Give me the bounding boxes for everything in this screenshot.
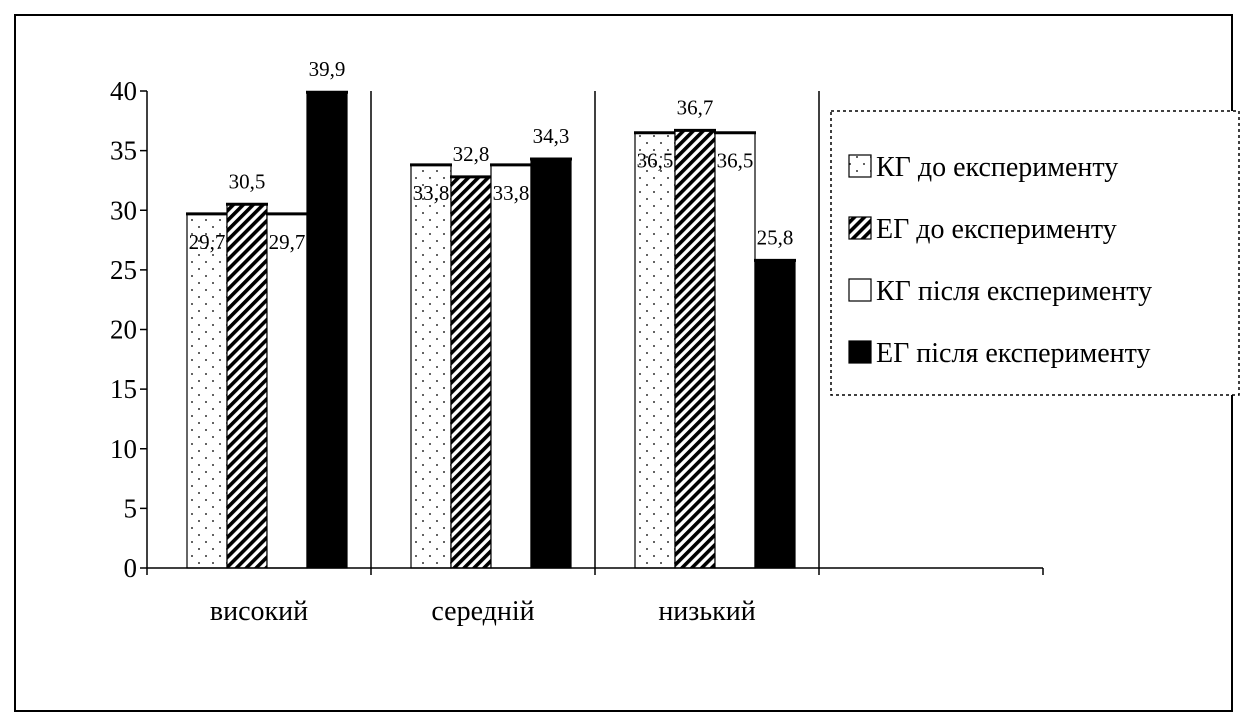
y-tick-label: 25 — [110, 255, 137, 285]
legend-box — [830, 110, 1240, 396]
data-label-1-1: 29,7 — [189, 230, 226, 254]
data-label-4-1: 39,9 — [309, 57, 346, 81]
bar-3-2 — [490, 164, 532, 569]
bar-4-3 — [754, 259, 796, 569]
y-tick-label: 20 — [110, 315, 137, 345]
legend-label-3: КГ після експерименту — [876, 276, 1152, 307]
bar-1-2 — [410, 164, 452, 569]
bar-1-1 — [186, 213, 228, 569]
bar-1-3 — [634, 132, 676, 569]
bar-2-1 — [226, 203, 268, 569]
legend-label-2: ЕГ до експерименту — [876, 214, 1117, 245]
data-label-4-2: 34,3 — [533, 124, 570, 148]
legend-swatch-4 — [848, 340, 872, 364]
legend-swatch-3 — [848, 278, 872, 302]
x-tick-label: низький — [658, 596, 755, 627]
y-tick-label: 35 — [110, 136, 137, 166]
y-tick-label: 10 — [110, 434, 137, 464]
data-label-3-1: 29,7 — [269, 230, 306, 254]
data-label-1-2: 33,8 — [413, 181, 450, 205]
y-tick-label: 15 — [110, 374, 137, 404]
bar-2-2 — [450, 176, 492, 569]
data-label-4-3: 25,8 — [757, 225, 794, 249]
data-label-1-3: 36,5 — [637, 149, 674, 173]
y-tick-label: 0 — [124, 553, 138, 583]
data-label-2-1: 30,5 — [229, 169, 266, 193]
y-tick-label: 5 — [124, 493, 138, 523]
x-tick-label: середній — [431, 596, 534, 627]
data-label-2-3: 36,7 — [677, 95, 714, 119]
bar-3-1 — [266, 213, 308, 569]
bar-3-3 — [714, 132, 756, 569]
y-tick-label: 40 — [110, 76, 137, 106]
x-tick-label: високий — [210, 596, 308, 627]
data-label-3-2: 33,8 — [493, 181, 530, 205]
bar-4-2 — [530, 158, 572, 569]
bar-4-1 — [306, 91, 348, 569]
y-tick-label: 30 — [110, 195, 137, 225]
legend-swatch-1 — [848, 154, 872, 178]
data-label-3-3: 36,5 — [717, 149, 754, 173]
legend-swatch-2 — [848, 216, 872, 240]
legend-label-4: ЕГ після експерименту — [876, 338, 1151, 369]
legend-label-1: КГ до експерименту — [876, 152, 1118, 183]
bar-2-3 — [674, 129, 716, 569]
data-label-2-2: 32,8 — [453, 142, 490, 166]
